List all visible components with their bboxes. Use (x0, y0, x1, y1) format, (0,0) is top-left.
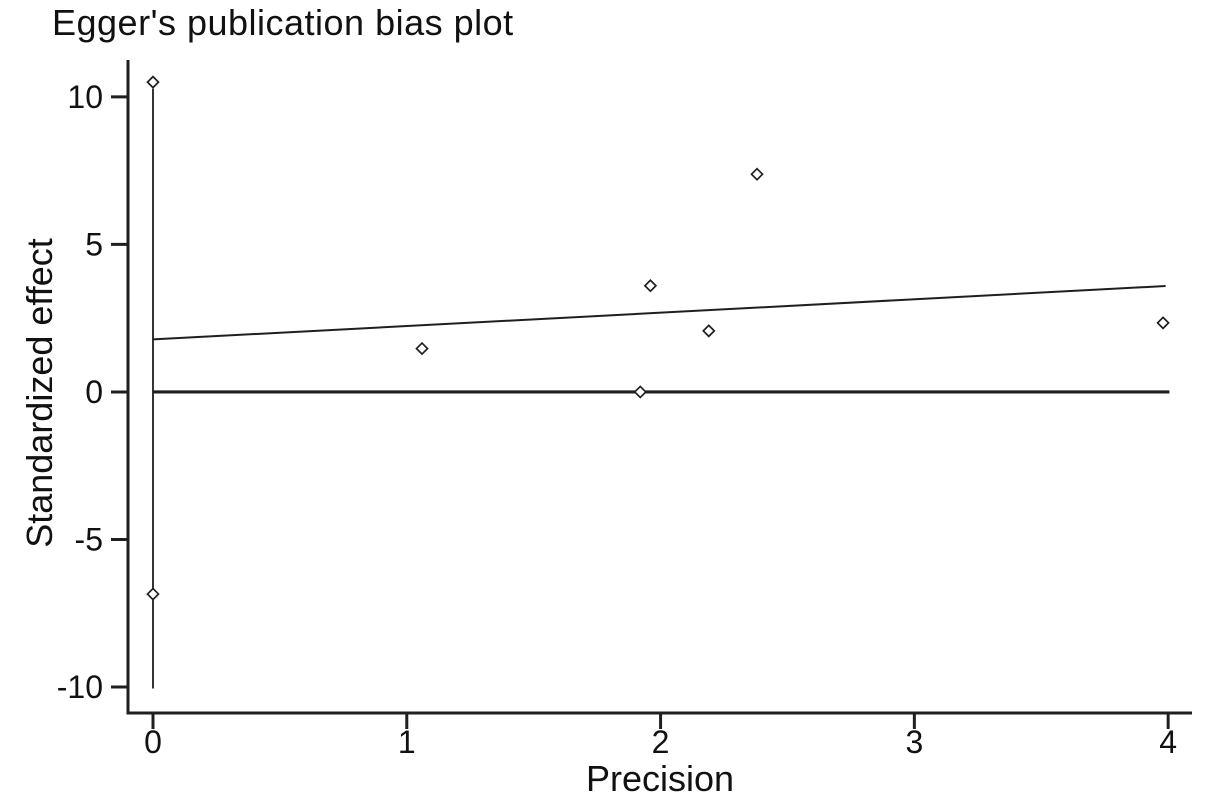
y-tick-label: -10 (57, 669, 103, 705)
data-point-diamond (146, 587, 160, 601)
data-point-diamond (146, 75, 160, 89)
y-tick-label: 5 (85, 226, 103, 262)
y-axis-label: Standardized effect (19, 238, 60, 548)
chart-title: Egger's publication bias plot (52, 2, 514, 43)
x-tick-label: 4 (1159, 724, 1177, 760)
data-point-diamond (633, 385, 647, 399)
x-tick-label: 1 (398, 724, 416, 760)
x-axis-label: Precision (585, 758, 735, 799)
data-point-diamond (750, 167, 764, 181)
x-tick-label: 2 (652, 724, 670, 760)
y-tick-label: -5 (75, 521, 103, 557)
data-point-diamond (702, 324, 716, 338)
y-tick-label: 0 (85, 374, 103, 410)
data-point-diamond (643, 279, 658, 293)
data-point-diamond (415, 341, 429, 356)
data-point-diamond (1156, 316, 1170, 330)
regression-line (152, 285, 1166, 341)
x-tick-label: 3 (905, 724, 923, 760)
x-tick-label: 0 (144, 724, 162, 760)
y-tick-label: 10 (67, 79, 103, 115)
